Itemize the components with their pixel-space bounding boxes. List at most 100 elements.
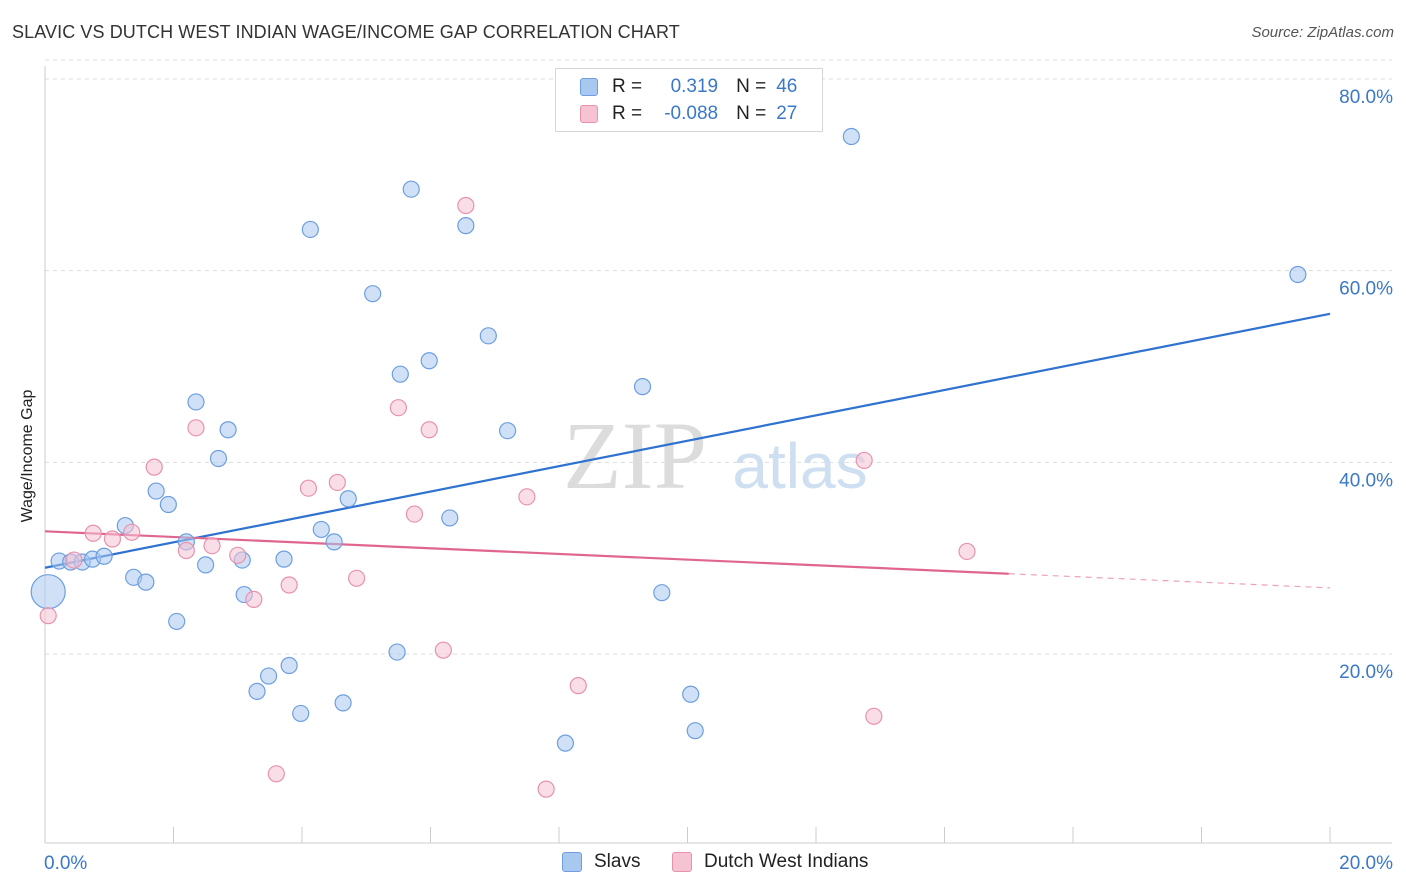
legend-r-label: R = [612,103,643,124]
watermark: ZIP atlas [563,402,868,509]
legend-n-value: 46 [776,76,798,97]
bottom-legend-slavs: Slavs [562,851,640,873]
point-slavs [219,421,237,439]
point-slavs [197,556,215,574]
point-slavs [686,722,704,740]
point-dutch-west-indians [39,607,57,625]
point-slavs [95,547,113,565]
watermark-atlas: atlas [732,430,867,502]
point-dutch-west-indians [434,641,452,659]
point-slavs [842,127,860,146]
legend-swatch-dutch-west-indians [580,105,598,123]
watermark-zip: ZIP [563,402,707,509]
point-dutch-west-indians [245,590,263,608]
point-slavs [312,520,330,539]
point-slavs [457,217,475,235]
trend-lines [44,312,1331,589]
point-slavs [1289,265,1307,284]
x-tick-label: 20.0% [1339,853,1393,874]
point-slavs [420,352,438,370]
legend-r-label: R = [612,76,643,97]
point-slavs [556,734,575,752]
point-slavs [402,180,420,198]
point-dutch-west-indians [65,551,83,569]
legend-swatch-slavs [580,78,598,96]
y-tick-label: 20.0% [1339,662,1393,683]
point-dutch-west-indians [958,542,976,561]
legend-row-slavs: R = 0.319 N = 46 [580,74,797,100]
point-slavs [209,449,228,468]
point-slavs [168,612,186,631]
point-slavs [275,550,293,568]
trend-line-dutch-west-indians [44,530,1009,575]
point-dutch-west-indians [280,576,298,594]
bottom-legend-swatch-slavs [562,852,582,872]
point-slavs [334,694,352,712]
point-slavs [147,482,165,500]
point-dutch-west-indians [348,569,366,587]
legend-r-value: -0.088 [664,103,719,124]
point-dutch-west-indians [84,524,102,542]
legend-n-label: N = [736,76,767,97]
point-slavs [248,682,266,700]
data-points [30,127,1307,798]
bottom-legend-label-slavs: Slavs [594,851,641,872]
point-slavs [325,533,343,551]
legend-row-dutch-west-indians: R = -0.088 N = 27 [580,101,797,127]
bottom-legend-label-dutch-west-indians: Dutch West Indians [704,851,869,872]
point-dutch-west-indians [457,196,475,215]
point-dutch-west-indians [537,780,555,798]
point-dutch-west-indians [177,541,195,560]
point-dutch-west-indians [103,530,122,548]
legend-r-value: 0.319 [670,76,719,97]
point-dutch-west-indians [405,505,424,523]
point-slavs [292,704,310,723]
point-slavs [633,378,652,396]
point-slavs [137,573,155,591]
point-dutch-west-indians [267,765,285,783]
point-slavs [682,685,700,703]
point-dutch-west-indians [203,537,221,555]
y-tick-label: 40.0% [1339,470,1393,491]
x-tick-label: 0.0% [44,853,87,874]
point-slavs [187,393,205,411]
point-dutch-west-indians [145,458,163,476]
point-slavs [653,584,671,602]
point-dutch-west-indians [229,546,247,564]
point-slavs [339,490,357,508]
axes [44,66,1392,844]
chart-source: Source: ZipAtlas.com [1251,24,1394,41]
point-dutch-west-indians [389,399,407,417]
point-dutch-west-indians [420,421,438,439]
trend-line-extension-dutch-west-indians [1008,573,1331,589]
y-tick-label: 60.0% [1339,279,1393,300]
point-slavs [391,365,409,383]
tick-labels: 20.0% 40.0% 60.0% 80.0% 0.0% 20.0% [44,87,1393,874]
point-dutch-west-indians [865,707,883,725]
legend-n-label: N = [736,103,767,124]
point-slavs [441,509,459,527]
bottom-legend-dutch-west-indians: Dutch West Indians [672,851,868,873]
point-dutch-west-indians [855,451,873,470]
chart-title: SLAVIC VS DUTCH WEST INDIAN WAGE/INCOME … [12,22,680,42]
point-slavs [364,285,382,303]
point-dutch-west-indians [187,419,205,437]
point-dutch-west-indians [569,677,587,695]
correlation-legend: R = 0.319 N = 46 R = -0.088 N = 27 [555,68,823,132]
point-slavs [499,422,517,440]
point-dutch-west-indians [328,473,346,492]
point-slavs [259,667,278,685]
point-slavs [159,495,177,514]
point-dutch-west-indians [518,488,536,506]
y-tick-label: 80.0% [1339,87,1393,108]
point-slavs [30,574,66,610]
point-slavs [479,327,497,345]
point-dutch-west-indians [299,479,318,497]
point-dutch-west-indians [123,523,141,541]
bottom-legend-swatch-dutch-west-indians [672,852,692,872]
point-slavs [301,220,319,239]
point-slavs [280,656,298,675]
legend-n-value: 27 [776,103,798,124]
trend-line-slavs [44,312,1331,569]
